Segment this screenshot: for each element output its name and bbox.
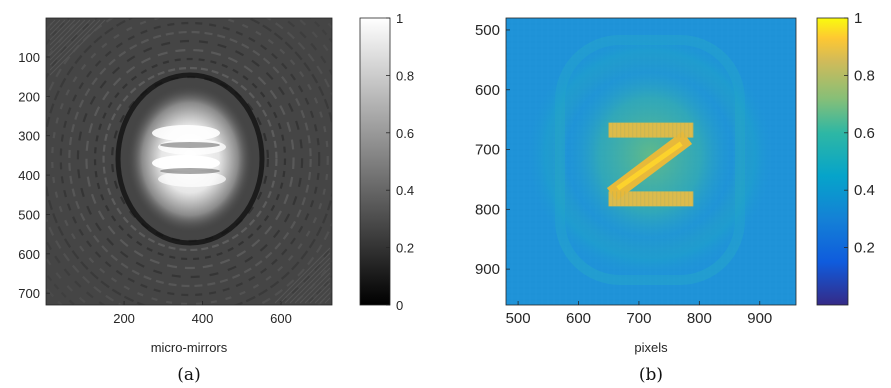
panel-b-y-ticks: 500 600 700 800 900: [475, 22, 510, 278]
corner-stripe: [49, 19, 76, 46]
dark-ring: [115, 72, 265, 246]
corner-stripe: [284, 257, 331, 304]
corner-stripe: [49, 19, 96, 66]
fringe-ring: [102, 66, 278, 252]
fringe-ring: [85, 48, 295, 270]
panel-a-colorbar-ticks: 0 0.2 0.4 0.6 0.8 1: [386, 11, 414, 313]
z-bottom-bar: [608, 191, 694, 207]
corner-stripe: [274, 247, 331, 304]
panel-a-x-tick-label: 200: [113, 311, 135, 326]
corner-stripe: [49, 19, 106, 76]
corner-stripe: [49, 19, 56, 26]
corner-stripe: [299, 272, 331, 304]
panel-b-colorbar: [816, 17, 849, 306]
panel-a-colorbar-tick-label: 0.8: [396, 68, 414, 83]
corner-stripe: [49, 19, 66, 36]
corner-stripe: [294, 267, 331, 304]
corner-stripe: [49, 19, 91, 61]
panel-b-colorbar-tick-label: 1: [854, 10, 862, 27]
panel-a-core-detail: [152, 125, 226, 187]
panel-b-x-tick-label: 900: [747, 310, 772, 327]
panel-b-y-tick-label: 800: [475, 201, 500, 218]
panel-a-y-tick-label: 300: [18, 129, 40, 144]
panel-a-colorbar-tick-label: 1: [396, 11, 403, 26]
panel-a-colorbar-tick-label: 0.4: [396, 183, 414, 198]
panel-b-letter-z: [606, 122, 694, 207]
fringe-ring: [76, 39, 304, 279]
panel-b-x-tick-label: 800: [687, 310, 712, 327]
panel-a-colorbar-tick-label: 0.6: [396, 126, 414, 141]
corner-stripe: [309, 282, 331, 304]
panel-b-y-tick-label: 500: [475, 22, 500, 39]
corner-stripe: [319, 292, 331, 304]
corner-stripe: [279, 252, 331, 304]
corner-stripe: [289, 262, 331, 304]
panel-a-fringes: [46, 18, 332, 305]
panel-a-colorbar: [359, 17, 391, 306]
bright-lobe: [158, 171, 226, 187]
panel-a-y-tick-label: 400: [18, 168, 40, 183]
corner-stripe: [324, 297, 331, 304]
panel-b-colorbar-tick-label: 0.4: [854, 182, 875, 199]
panel-b-colorbar-tick-label: 0.8: [854, 67, 875, 84]
panel-b-y-tick-label: 700: [475, 142, 500, 159]
corner-stripe: [49, 19, 61, 31]
panel-a-y-tick-label: 600: [18, 247, 40, 262]
panel-a-y-ticks: 100 200 300 400 500 600 700: [18, 50, 50, 301]
panel-b-x-tick-label: 600: [566, 310, 591, 327]
fringe-ring: [93, 57, 287, 261]
panel-a-y-tick-label: 100: [18, 50, 40, 65]
fringe-ring: [59, 21, 321, 297]
panel-a-x-ticks: 200 400 600: [113, 301, 292, 326]
panel-a-y-tick-label: 500: [18, 207, 40, 222]
fringe-ring: [68, 30, 312, 288]
corner-stripe: [304, 277, 331, 304]
dark-band: [160, 142, 220, 148]
corner-stripe: [49, 19, 101, 71]
panel-a-x-tick-label: 400: [192, 311, 214, 326]
panel-b-colorbar-ticks: 0.2 0.4 0.6 0.8 1: [844, 10, 875, 257]
corner-stripe: [49, 19, 86, 56]
panel-b-x-tick-label: 500: [506, 310, 531, 327]
corner-stripe: [49, 19, 81, 51]
panel-b-x-tick-label: 700: [626, 310, 651, 327]
panel-a-y-tick-label: 700: [18, 286, 40, 301]
panel-b-x-ticks: 500 600 700 800 900: [506, 301, 772, 327]
panel-b-glow: [565, 60, 735, 250]
panel-b-axes-box: [505, 17, 797, 306]
panel-a: 200 400 600 100 200 300 400 500 600 700 micro-mi…: [18, 11, 414, 385]
bright-lobe: [152, 125, 220, 141]
panel-b: 500 600 700 800 900 500 600 700 800 900 pixels (…: [475, 10, 875, 385]
panel-a-y-tick-label: 200: [18, 89, 40, 104]
panel-a-x-tick-label: 600: [270, 311, 292, 326]
dark-band: [160, 168, 220, 174]
panel-a-colorbar-tick-label: 0: [396, 298, 403, 313]
bright-lobe: [152, 155, 220, 171]
panel-a-xlabel: micro-mirrors: [151, 340, 228, 355]
panel-b-y-tick-label: 600: [475, 82, 500, 99]
z-top-bar: [608, 122, 694, 138]
panel-b-y-tick-label: 900: [475, 261, 500, 278]
panel-a-caption: (a): [177, 365, 200, 385]
panel-b-caption: (b): [639, 365, 663, 385]
fringe-ring: [51, 18, 329, 305]
panel-b-colorbar-tick-label: 0.2: [854, 240, 875, 257]
panel-b-colorbar-tick-label: 0.6: [854, 125, 875, 142]
panel-a-axes-box: [45, 17, 333, 306]
corner-stripe: [314, 287, 331, 304]
z-diagonal-highlight: [616, 141, 683, 191]
panel-a-colorbar-tick-label: 0.2: [396, 241, 414, 256]
panel-b-xlabel: pixels: [634, 340, 668, 355]
corner-stripe: [49, 19, 71, 41]
